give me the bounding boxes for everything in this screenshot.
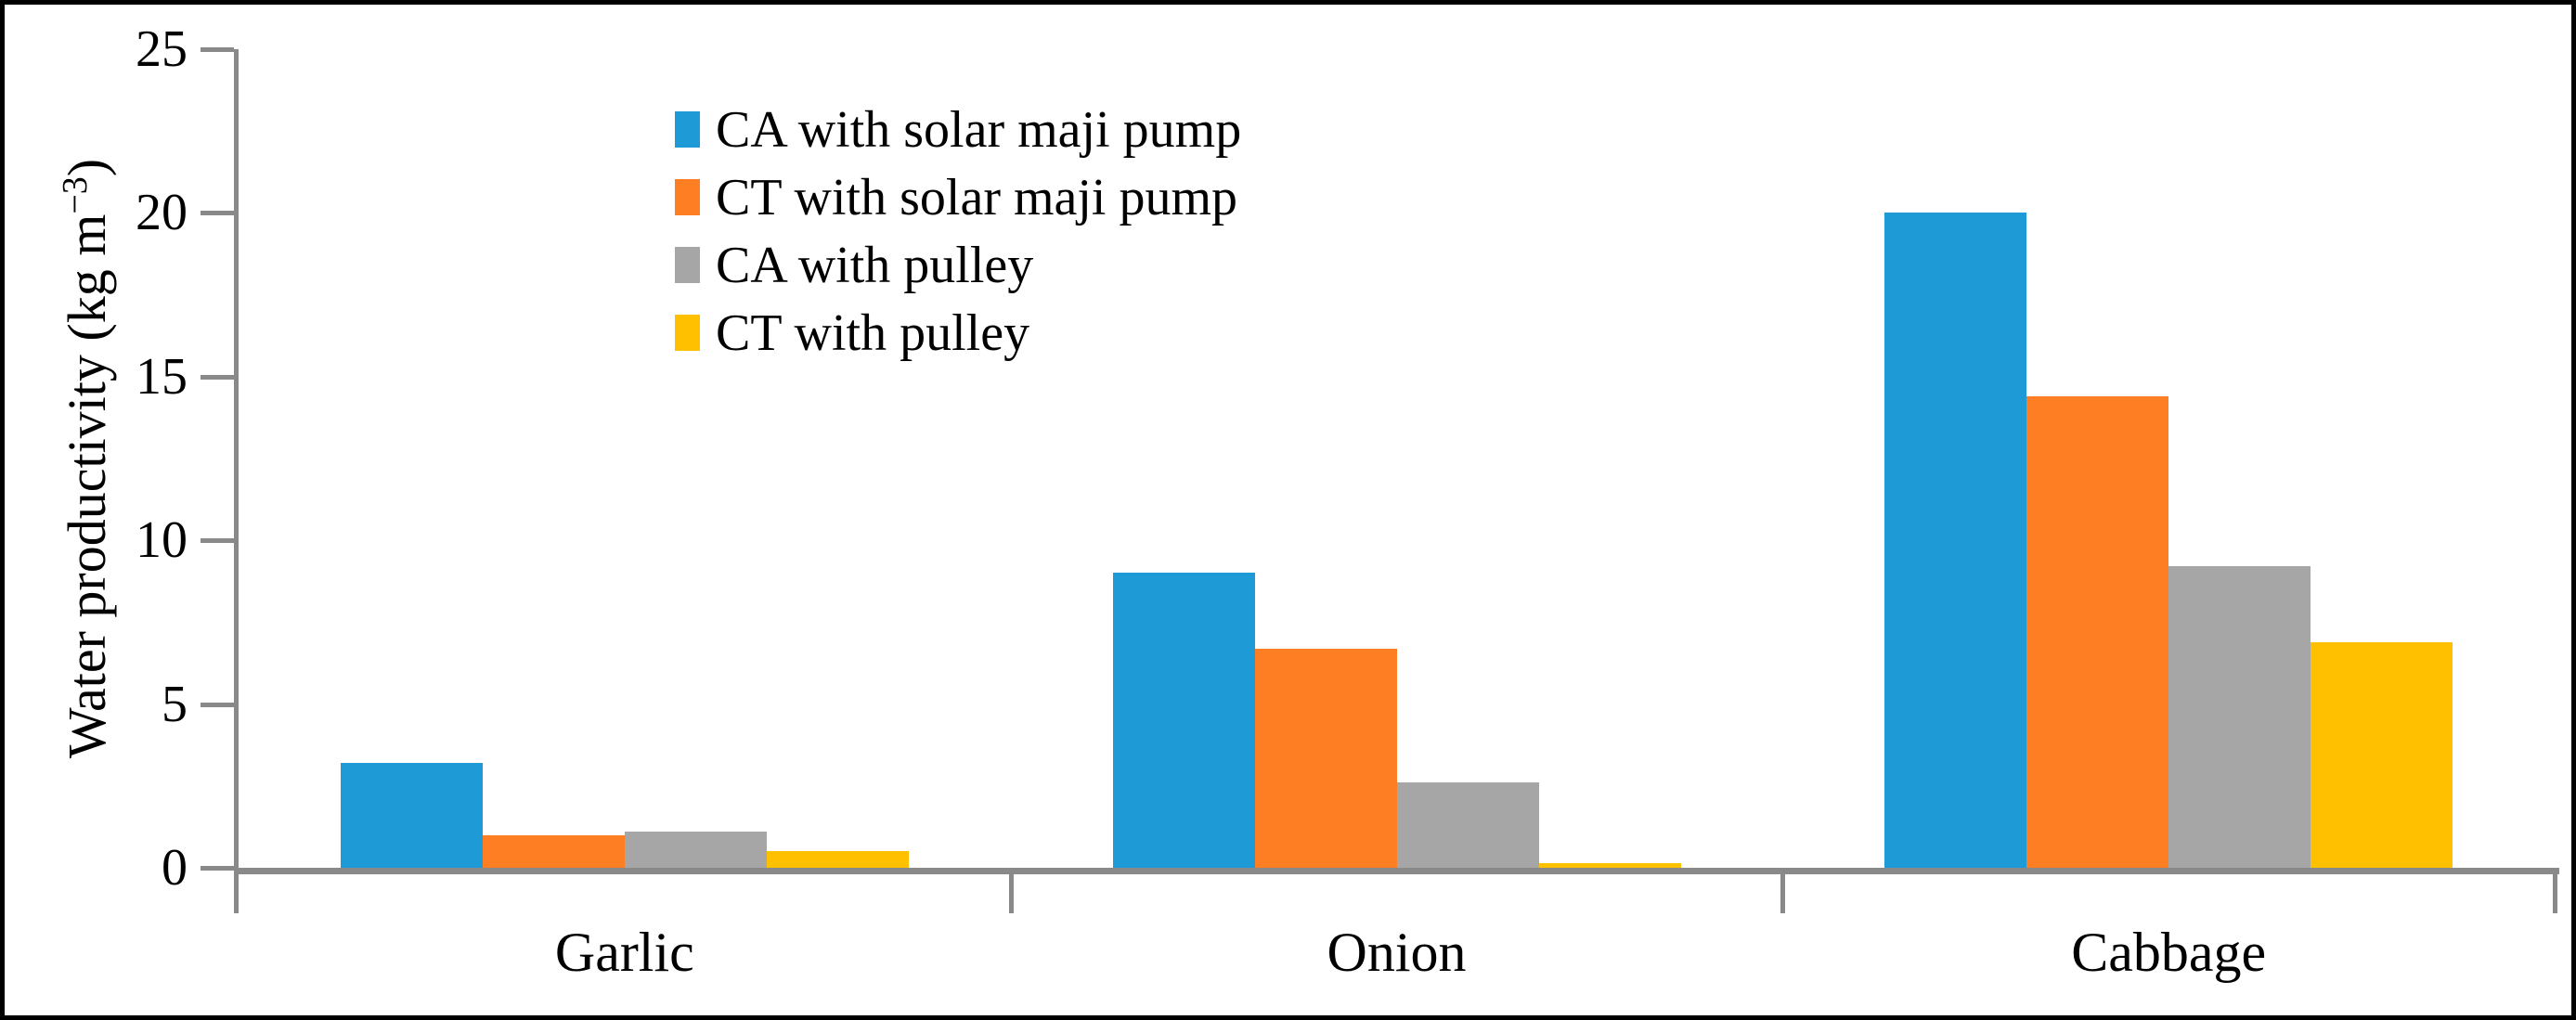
x-axis-tick: [2553, 874, 2557, 913]
bar-garlic-series-4: [766, 851, 909, 868]
y-tick: [201, 211, 234, 216]
bar-cabbage-series-4: [2311, 641, 2453, 868]
y-tick-label: 10: [136, 511, 188, 570]
bar-cabbage-series-2: [2026, 395, 2169, 868]
bar-onion-series-4: [1538, 862, 1681, 868]
legend-label: CT with pulley: [716, 303, 1030, 362]
x-axis-tick: [1008, 874, 1014, 913]
legend-swatch-icon: [675, 247, 700, 283]
bar-cabbage-series-3: [2168, 566, 2311, 868]
legend-item-3: CA with pulley: [675, 231, 1241, 299]
y-tick-label: 20: [136, 184, 188, 242]
bar-garlic-series-3: [624, 832, 767, 868]
y-tick: [201, 702, 234, 707]
x-axis-line: [234, 868, 2559, 874]
legend-item-2: CT with solar maji pump: [675, 163, 1241, 231]
y-tick-label: 5: [162, 675, 188, 733]
y-tick: [201, 47, 234, 52]
bar-cabbage-series-1: [1884, 213, 2027, 868]
legend-item-4: CT with pulley: [675, 299, 1241, 367]
legend-swatch-icon: [675, 315, 700, 351]
legend-label: CA with pulley: [716, 236, 1034, 294]
y-tick-label: 0: [162, 839, 188, 897]
y-tick-label: 25: [136, 20, 188, 78]
y-axis-line: [234, 49, 239, 872]
legend-label: CA with solar maji pump: [716, 100, 1242, 159]
y-axis-title-close: ): [57, 158, 118, 177]
bar-garlic-series-2: [482, 834, 625, 868]
bar-onion-series-2: [1254, 648, 1397, 868]
bar-onion-series-3: [1396, 782, 1539, 868]
category-label-onion: Onion: [1327, 922, 1467, 983]
y-tick-label: 15: [136, 347, 188, 406]
plot-area: 0 5 10 15 20 25 Garlic Onion Cabbage: [136, 20, 2559, 983]
bar-garlic-series-1: [340, 763, 483, 868]
x-axis-tick: [234, 874, 239, 913]
y-tick: [201, 374, 234, 380]
bar-onion-series-1: [1112, 573, 1255, 868]
x-axis-tick: [1780, 874, 1786, 913]
y-axis-title: Water productivity (kg m−3): [55, 159, 118, 758]
y-tick: [201, 538, 234, 544]
legend-swatch-icon: [675, 179, 700, 215]
category-label-garlic: Garlic: [554, 922, 694, 983]
y-tick: [201, 866, 234, 871]
legend-item-1: CA with solar maji pump: [675, 96, 1241, 163]
legend-label: CT with solar maji pump: [716, 168, 1238, 226]
legend-swatch-icon: [675, 111, 700, 148]
category-label-cabbage: Cabbage: [2071, 922, 2267, 983]
legend: CA with solar maji pump CT with solar maj…: [675, 96, 1241, 367]
